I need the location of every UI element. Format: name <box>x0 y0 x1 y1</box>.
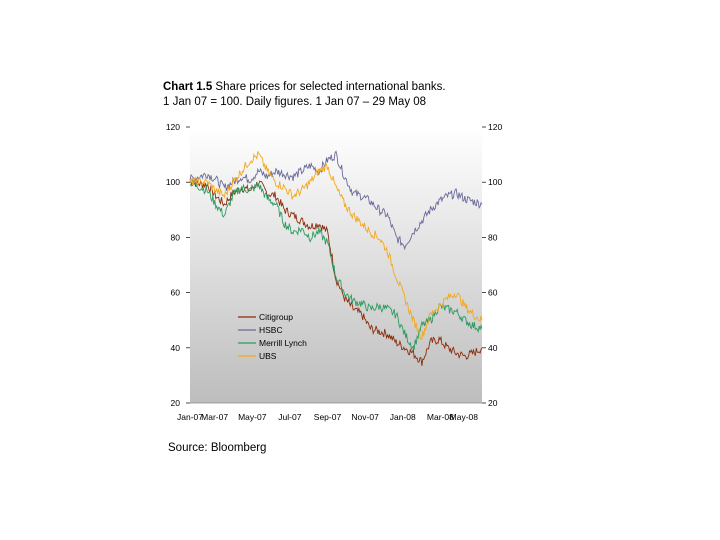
series-line-hsbc <box>189 150 483 251</box>
plot-area <box>190 127 482 403</box>
y-tick-label-left: 120 <box>166 122 180 132</box>
y-tick-label-left: 20 <box>171 398 181 408</box>
x-tick-label: Mar-07 <box>201 412 228 422</box>
y-tick-label-left: 40 <box>171 343 181 353</box>
x-tick-label: Jul-07 <box>278 412 301 422</box>
y-tick-label-right: 40 <box>488 343 498 353</box>
chart-number: Chart 1.5 <box>163 81 213 93</box>
chart-title: Share prices for selected international … <box>215 81 446 93</box>
x-tick-label: Jan-07 <box>177 412 203 422</box>
series-line-merrill-lynch <box>189 178 483 351</box>
y-tick-label-right: 100 <box>488 177 502 187</box>
source-note: Source: Bloomberg <box>168 442 267 454</box>
y-tick-label-left: 100 <box>166 177 180 187</box>
y-tick-label-left: 80 <box>171 232 181 242</box>
chart-subtitle: 1 Jan 07 = 100. Daily figures. 1 Jan 07 … <box>163 96 427 108</box>
series-line-ubs <box>189 151 483 340</box>
x-tick-label: Sep-07 <box>314 412 342 422</box>
chart-title-block: Chart 1.5 Share prices for selected inte… <box>163 80 563 110</box>
y-tick-label-right: 120 <box>488 122 502 132</box>
y-tick-label-right: 80 <box>488 232 498 242</box>
y-tick-label-right: 60 <box>488 288 498 298</box>
y-tick-label-left: 60 <box>171 288 181 298</box>
x-tick-label: May-07 <box>238 412 267 422</box>
x-tick-label: Nov-07 <box>351 412 379 422</box>
legend-label: Merrill Lynch <box>259 338 307 348</box>
x-tick-label: May-08 <box>450 412 479 422</box>
legend-label: Citigroup <box>259 312 293 322</box>
y-tick-label-right: 20 <box>488 398 498 408</box>
legend-label: HSBC <box>259 325 283 335</box>
x-tick-label: Mar-08 <box>427 412 454 422</box>
legend-label: UBS <box>259 351 277 361</box>
x-tick-label: Jan-08 <box>390 412 416 422</box>
